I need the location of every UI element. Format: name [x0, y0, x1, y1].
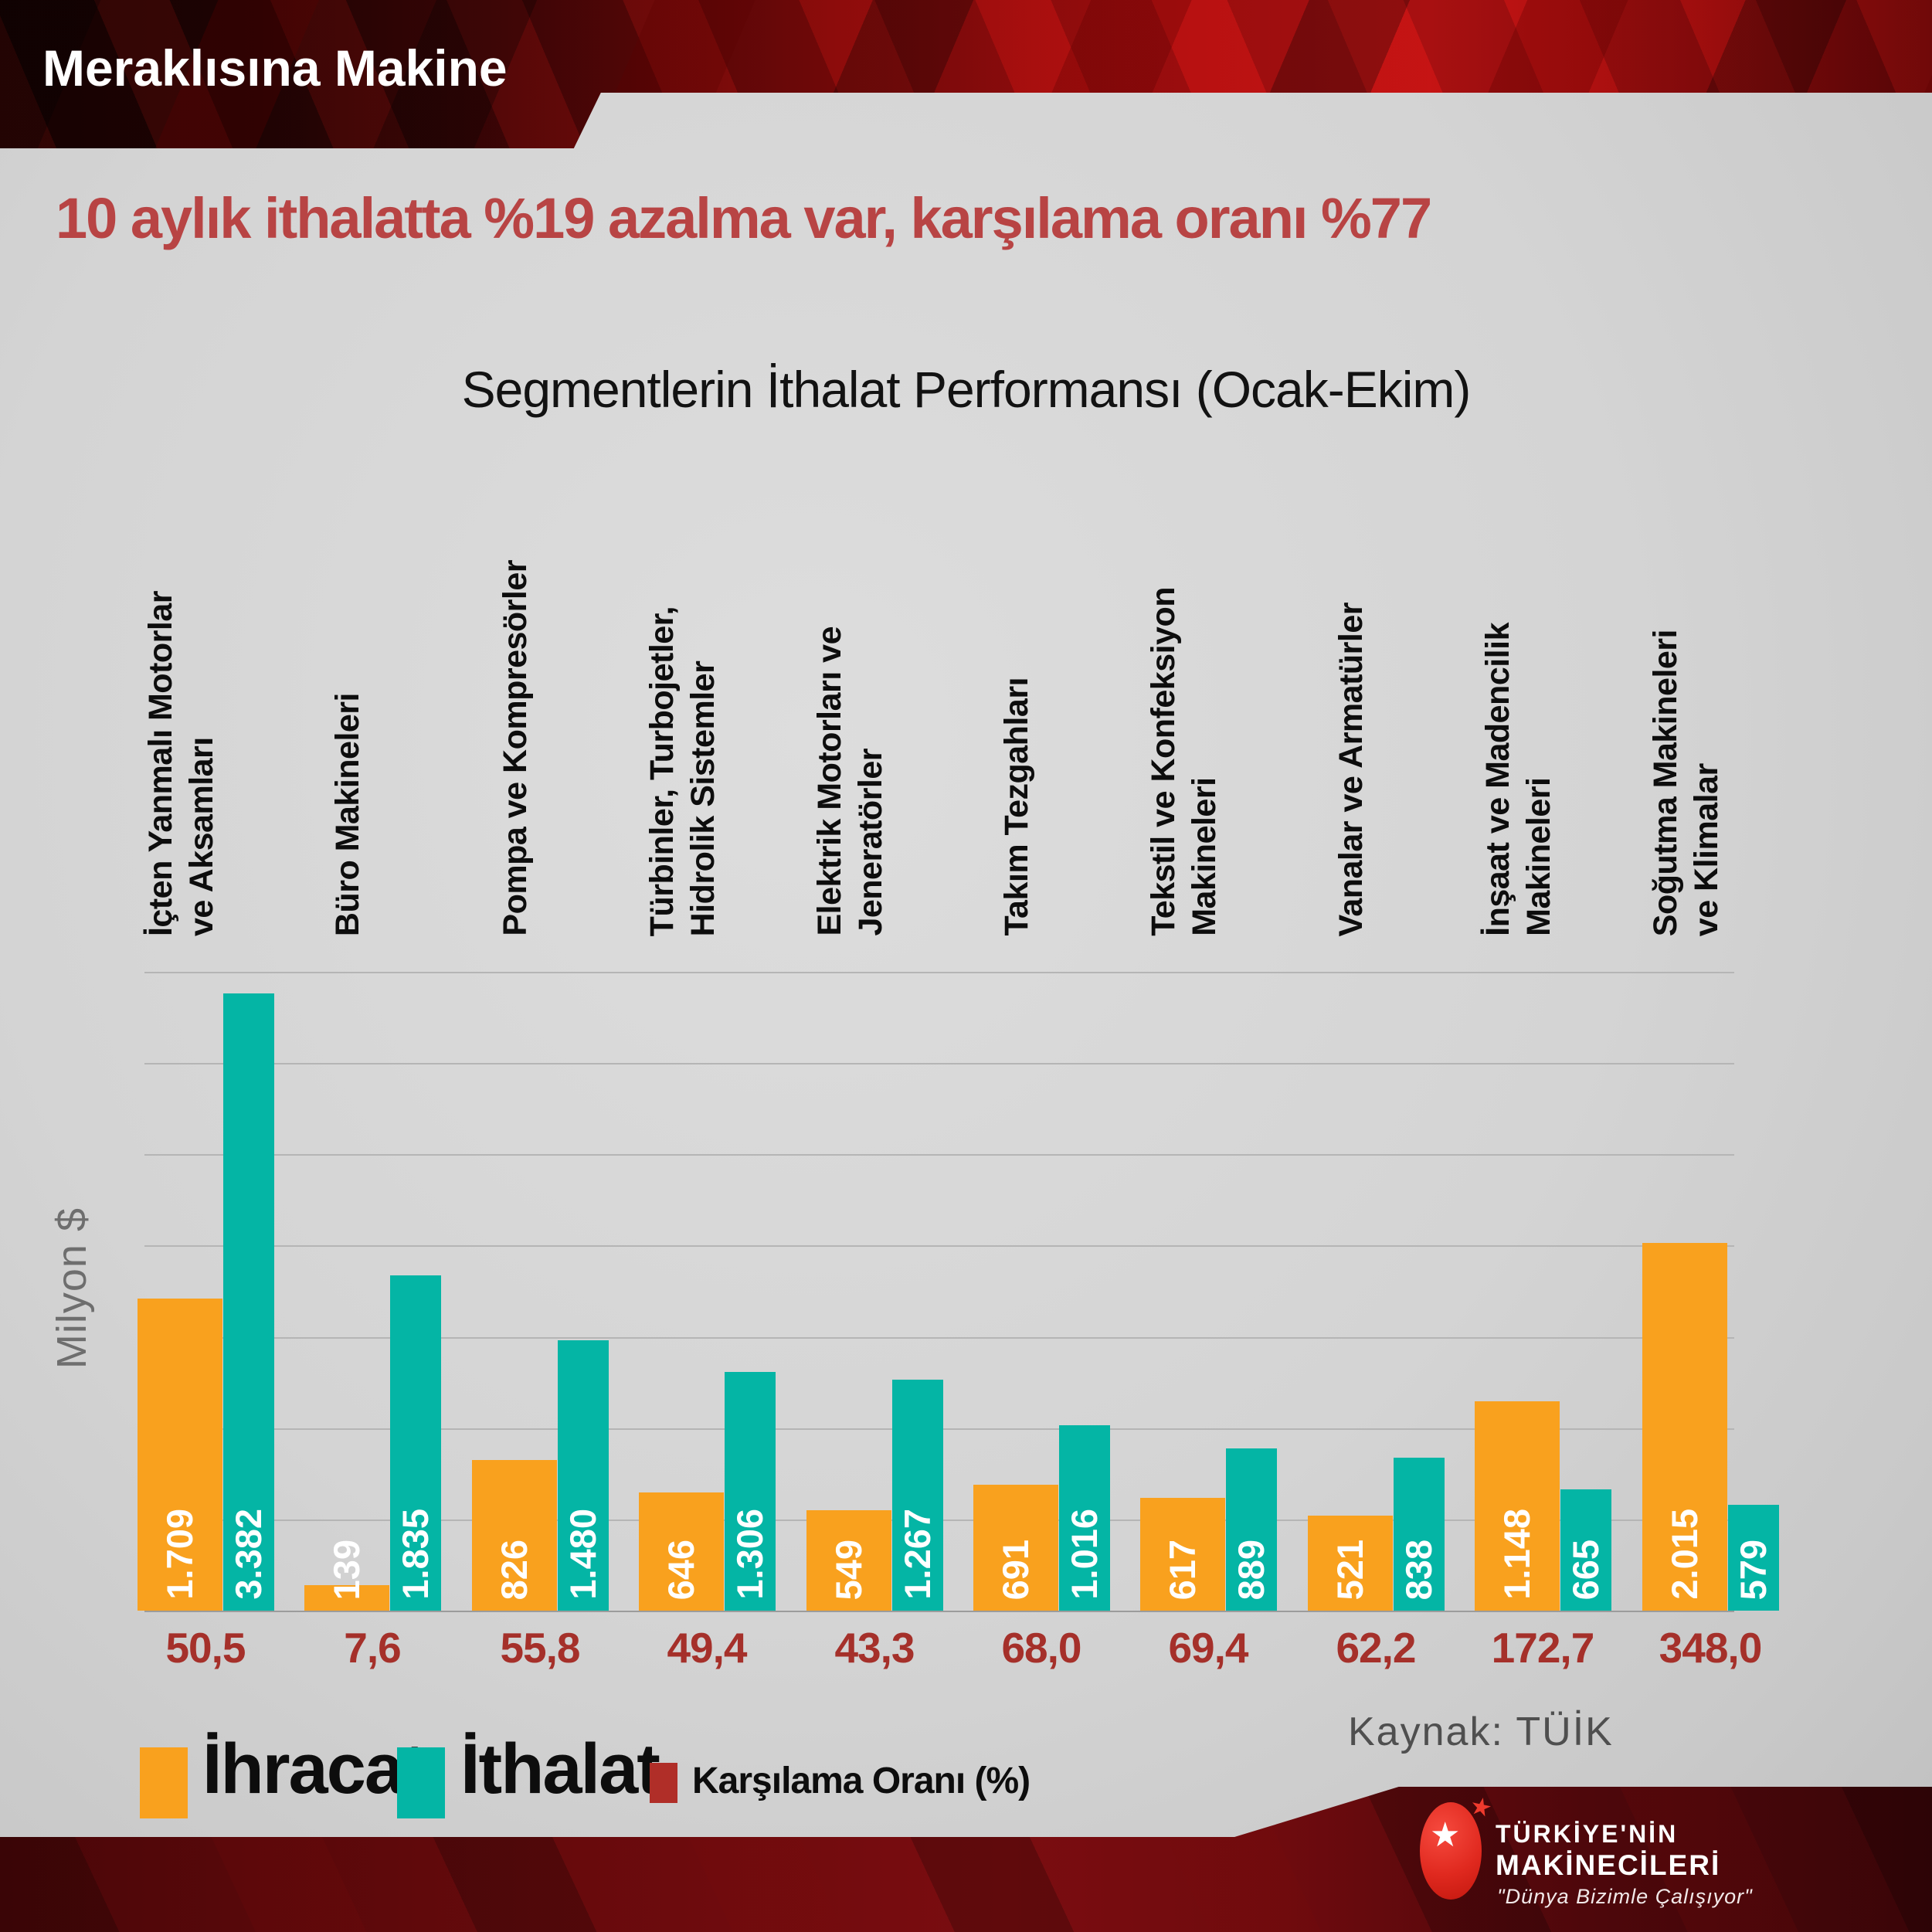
ratio-label: 49,4 — [667, 1624, 747, 1672]
category-label: Tekstil ve Konfeksiyon Makineleri — [1145, 587, 1223, 936]
bar-value-label: 1.016 — [1064, 1509, 1105, 1600]
legend-label-karsilama: Karşılama Oranı (%) — [692, 1761, 1031, 1801]
headline: 10 aylık ithalatta %19 azalma var, karşı… — [56, 186, 1432, 250]
category-label: Elektrik Motorları ve Jeneratörler — [811, 626, 889, 936]
logo-ball — [1420, 1802, 1482, 1900]
bar-value-label: 3.382 — [228, 1509, 269, 1600]
logo-tagline: "Dünya Bizimle Çalışıyor" — [1497, 1885, 1753, 1908]
star-icon: ★ — [1430, 1816, 1461, 1854]
bar-ithalat — [390, 1275, 441, 1611]
plot-gridline — [144, 972, 1734, 973]
bar-value-label: 1.835 — [395, 1509, 436, 1600]
bar-value-label: 691 — [995, 1539, 1036, 1600]
ratio-label: 62,2 — [1336, 1624, 1416, 1672]
legend-swatch-ihracat — [140, 1747, 188, 1818]
bar-ihracat — [806, 1510, 891, 1611]
bar-ithalat — [558, 1340, 609, 1611]
bar-ihracat — [973, 1485, 1058, 1611]
ratio-label: 68,0 — [1001, 1624, 1081, 1672]
page-title: Meraklısına Makine — [42, 39, 508, 97]
bar-value-label: 1.480 — [562, 1509, 603, 1600]
bar-value-label: 1.709 — [159, 1509, 200, 1600]
bar-ithalat — [1059, 1425, 1110, 1611]
bar-ithalat — [725, 1372, 776, 1611]
category-label: İçten Yanmalı Motorlar ve Aksamları — [142, 590, 220, 936]
category-label: Takım Tezgahları — [998, 677, 1035, 936]
bar-ihracat — [1642, 1243, 1727, 1611]
bar-ihracat — [639, 1492, 724, 1611]
bar-value-label: 1.267 — [897, 1509, 938, 1600]
bar-ihracat — [472, 1460, 557, 1611]
plot-gridline — [144, 1063, 1734, 1064]
logo-line1: TÜRKİYE'NİN — [1496, 1820, 1679, 1848]
bar-ihracat — [138, 1299, 222, 1611]
chart-title: Segmentlerin İthalat Performansı (Ocak-E… — [461, 361, 1472, 418]
ratio-label: 7,6 — [344, 1624, 401, 1672]
bar-value-label: 2.015 — [1664, 1509, 1705, 1600]
bar-value-label: 838 — [1398, 1539, 1439, 1600]
bar-value-label: 646 — [660, 1539, 701, 1600]
bar-ithalat — [1728, 1505, 1779, 1611]
bar-value-label: 665 — [1565, 1539, 1606, 1600]
ratio-label: 55,8 — [500, 1624, 580, 1672]
bar-ithalat — [1560, 1489, 1611, 1611]
legend-swatch-ithalat — [397, 1747, 445, 1818]
bar-ihracat — [1140, 1498, 1225, 1611]
bar-ithalat — [223, 993, 274, 1611]
ratio-label: 69,4 — [1168, 1624, 1248, 1672]
plot-gridline — [144, 1337, 1734, 1339]
bar-ithalat — [892, 1380, 943, 1611]
ratio-label: 43,3 — [834, 1624, 915, 1672]
category-label: Pompa ve Kompresörler — [497, 560, 534, 936]
category-label: İnşaat ve Madencilik Makineleri — [1479, 623, 1557, 936]
bar-value-label: 139 — [326, 1539, 367, 1600]
bar-value-label: 521 — [1329, 1539, 1370, 1600]
plot-baseline — [144, 1611, 1734, 1612]
y-axis-label: Milyon $ — [49, 1207, 95, 1369]
bar-value-label: 617 — [1162, 1539, 1203, 1600]
category-label: Soğutma Makineleri ve Klimalar — [1647, 629, 1725, 936]
ratio-label: 172,7 — [1491, 1624, 1595, 1672]
bar-ihracat — [1308, 1516, 1393, 1611]
bar-value-label: 826 — [494, 1539, 535, 1600]
bar-value-label: 549 — [828, 1539, 869, 1600]
legend-label-ithalat: İthalat — [460, 1730, 660, 1808]
ratio-label: 50,5 — [165, 1624, 246, 1672]
bar-ihracat — [1475, 1401, 1560, 1611]
bar-ihracat — [304, 1585, 389, 1611]
category-label: Türbinler, Turbojetler, Hidrolik Sisteml… — [643, 606, 722, 936]
bar-value-label: 889 — [1231, 1539, 1272, 1600]
bar-ithalat — [1226, 1448, 1277, 1611]
logo-line2: MAKİNECİLERİ — [1496, 1849, 1721, 1881]
bar-value-label: 1.306 — [729, 1509, 770, 1600]
plot-gridline — [144, 1245, 1734, 1247]
bar-value-label: 1.148 — [1496, 1509, 1537, 1600]
ratio-label: 348,0 — [1659, 1624, 1763, 1672]
plot-gridline — [144, 1154, 1734, 1156]
legend-swatch-karsilama — [650, 1763, 677, 1803]
source-label: Kaynak: TÜİK — [1348, 1710, 1614, 1754]
bar-value-label: 579 — [1733, 1539, 1774, 1600]
legend-label-ihracat: İhracat — [202, 1730, 426, 1808]
category-label: Büro Makineleri — [329, 692, 366, 936]
category-label: Vanalar ve Armatürler — [1333, 602, 1370, 936]
bar-ithalat — [1394, 1458, 1445, 1611]
